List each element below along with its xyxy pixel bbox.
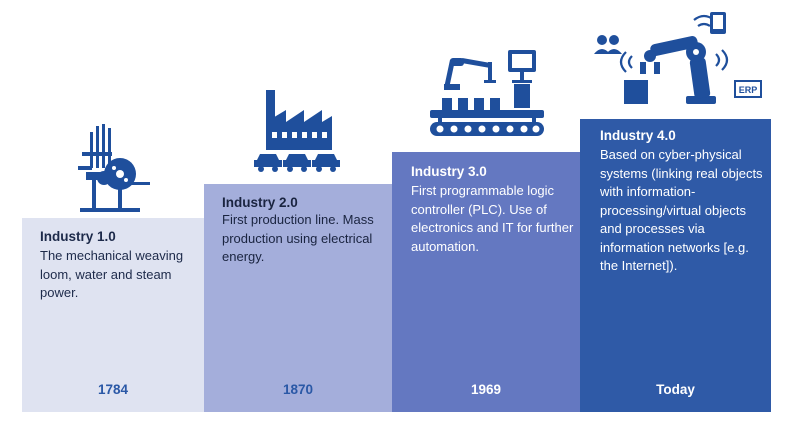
stage-description: Based on cyber-physical systems (linking… bbox=[600, 147, 763, 273]
stage-year: 1969 bbox=[470, 382, 502, 397]
factory-icon bbox=[254, 90, 340, 172]
stage-description: The mechanical weaving loom, water and s… bbox=[40, 248, 184, 300]
erp-label: ERP bbox=[739, 85, 758, 95]
stage-title: Industry 2.0 bbox=[222, 195, 298, 210]
connected-robot-icon: ERP bbox=[594, 12, 762, 104]
stage-title: Industry 1.0 bbox=[40, 229, 116, 244]
stage-year: 1870 bbox=[282, 382, 314, 397]
stage-title: Industry 3.0 bbox=[411, 164, 487, 179]
stage-title: Industry 4.0 bbox=[600, 128, 676, 143]
stage-description: First production line. Mass production u… bbox=[222, 212, 374, 264]
stage-industry-3-0: Industry 3.0 First programmable logic co… bbox=[392, 152, 580, 412]
stage-industry-2-0: Industry 2.0 First production line. Mass… bbox=[204, 184, 392, 412]
stage-year: 1784 bbox=[97, 382, 129, 397]
weaving-loom-icon bbox=[78, 124, 150, 212]
stage-industry-1-0: Industry 1.0 The mechanical weaving loom… bbox=[22, 218, 204, 412]
stage-description: First programmable logic controller (PLC… bbox=[411, 183, 574, 254]
robot-arm-conveyor-icon bbox=[430, 50, 544, 136]
stage-year: Today bbox=[656, 382, 695, 397]
stage-industry-4-0: Industry 4.0 Based on cyber-physical sys… bbox=[580, 119, 771, 412]
